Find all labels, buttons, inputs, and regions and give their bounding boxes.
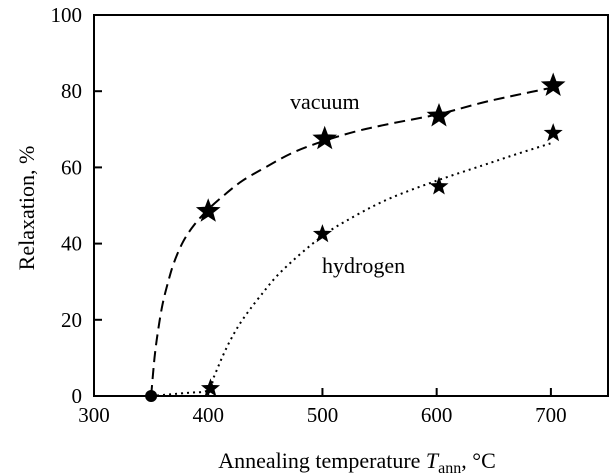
series-curve-hydrogen: [151, 141, 554, 397]
series-label-vacuum: vacuum: [290, 89, 360, 114]
data-point-hydrogen: [429, 176, 449, 195]
plot-frame: [93, 14, 609, 397]
series-markers: [145, 72, 566, 402]
y-axis-title: Relaxation, %: [14, 146, 39, 271]
series-label-hydrogen: hydrogen: [322, 253, 405, 278]
series-curve-vacuum: [150, 86, 554, 397]
y-tick-label: 100: [51, 3, 83, 27]
x-tick-label: 500: [307, 403, 339, 427]
y-tick-label: 60: [61, 155, 82, 179]
data-point-vacuum: [195, 198, 221, 222]
y-tick-label: 40: [61, 232, 82, 256]
series-curves: [150, 86, 554, 397]
y-tick-label: 0: [72, 384, 83, 408]
axis-ticks: [93, 14, 552, 397]
data-point-hydrogen: [312, 224, 332, 243]
data-point-vacuum: [426, 103, 452, 127]
y-tick-label: 80: [61, 79, 82, 103]
tick-labels: 300 400 500 600 700 0 20 40 60 80 100: [51, 3, 567, 427]
x-axis-title: Annealing temperature Tann, °C: [218, 448, 496, 475]
data-point-vacuum: [540, 72, 566, 96]
x-tick-label: 300: [78, 403, 110, 427]
data-point-hydrogen: [201, 378, 220, 397]
y-tick-label: 20: [61, 308, 82, 332]
data-point-vacuum: [312, 125, 338, 150]
x-tick-label: 600: [421, 403, 453, 427]
data-point-hydrogen: [543, 123, 563, 142]
x-tick-label: 700: [535, 403, 567, 427]
x-tick-label: 400: [192, 403, 224, 427]
